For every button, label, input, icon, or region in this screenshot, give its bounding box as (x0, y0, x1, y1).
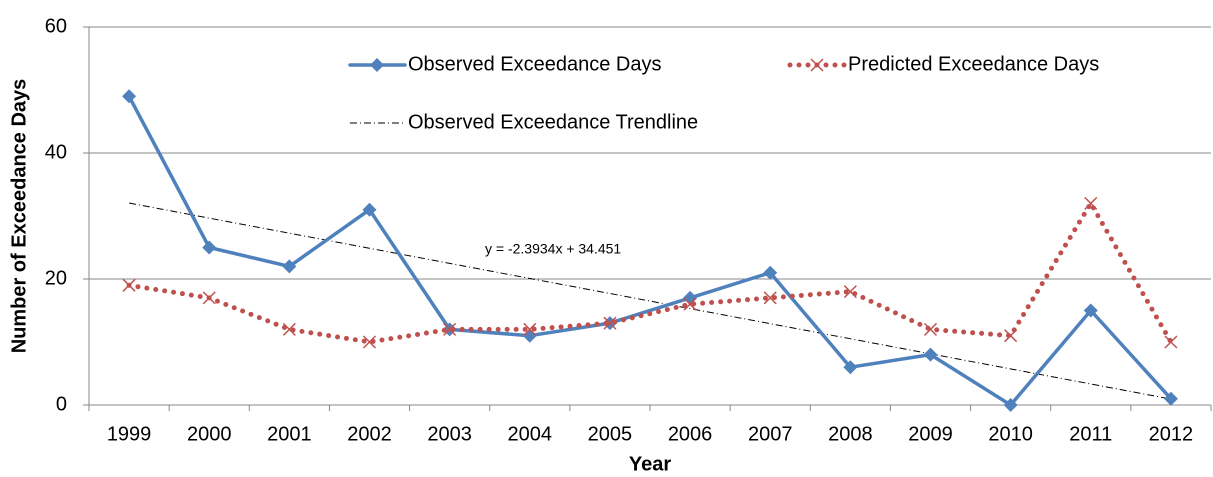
y-tick-label: 40 (45, 141, 67, 163)
legend-label: Observed Exceedance Days (408, 53, 661, 75)
y-tick-label: 0 (56, 393, 67, 415)
x-tick-label: 2010 (988, 423, 1033, 445)
x-tick-label: 2003 (427, 423, 472, 445)
y-tick-label: 60 (45, 15, 67, 37)
point (523, 322, 537, 336)
x-tick-label: 2000 (187, 423, 232, 445)
point (923, 322, 938, 336)
series-line (126, 200, 1174, 345)
point (202, 291, 216, 305)
point (370, 58, 384, 72)
point (282, 322, 296, 336)
legend-label: Predicted Exceedance Days (848, 53, 1099, 75)
x-tick-label: 2004 (508, 423, 553, 445)
legend-label: Observed Exceedance Trendline (408, 111, 698, 133)
point (603, 316, 617, 330)
x-tick-label: 2006 (668, 423, 713, 445)
point (763, 265, 778, 280)
x-axis-title: Year (629, 453, 671, 475)
point (843, 360, 858, 375)
point (1164, 335, 1178, 349)
point (923, 347, 938, 362)
x-tick-label: 2009 (908, 423, 953, 445)
x-tick-label: 2008 (828, 423, 873, 445)
point (1163, 391, 1178, 406)
point (443, 322, 457, 336)
point (763, 291, 777, 305)
x-tick-label: 2011 (1069, 423, 1112, 445)
point (1004, 329, 1018, 343)
point (683, 297, 697, 311)
point (1083, 303, 1098, 318)
point (122, 89, 137, 104)
y-tick-label: 20 (45, 267, 67, 289)
point (1003, 398, 1018, 412)
point (122, 278, 136, 292)
point (1084, 196, 1098, 210)
series-line (127, 94, 1173, 407)
x-tick-label: 2007 (748, 423, 793, 445)
x-tick-label: 1999 (107, 423, 152, 445)
point (282, 259, 297, 274)
point (362, 335, 377, 349)
point (810, 58, 824, 72)
x-tick-label: 2005 (588, 423, 633, 445)
trendline (128, 202, 1172, 400)
trendline-equation: y = -2.3934x + 34.451 (485, 241, 621, 257)
point (202, 240, 217, 255)
x-tick-label: 2012 (1149, 423, 1194, 445)
x-tick-label: 2002 (347, 423, 392, 445)
x-tick-label: 2001 (267, 423, 312, 445)
point (362, 202, 377, 217)
point (843, 285, 857, 299)
y-axis-title: Number of Exceedance Days (8, 79, 30, 354)
